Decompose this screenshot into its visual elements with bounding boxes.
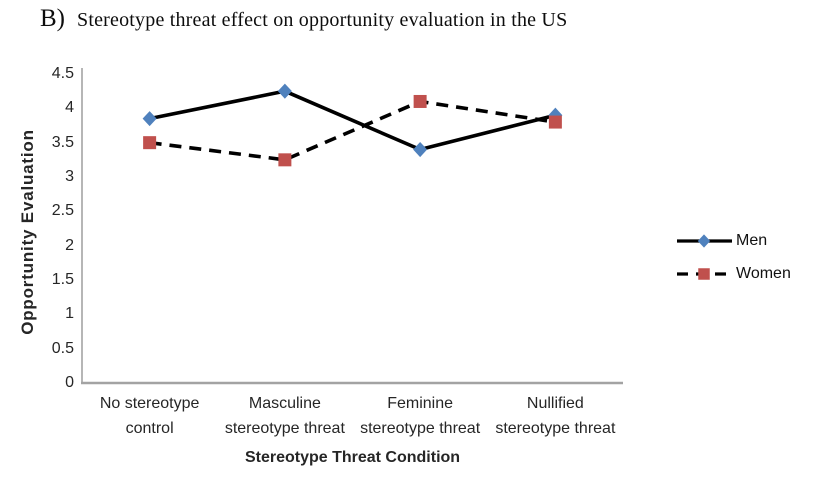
- x-category-label-line: stereotype threat: [360, 420, 481, 437]
- data-marker-women-2: [413, 94, 427, 108]
- data-marker-men-1: [277, 83, 292, 99]
- y-tick-label: 3.5: [51, 133, 74, 151]
- x-category-label-line: control: [125, 420, 174, 437]
- y-tick-label: 2.5: [51, 202, 74, 220]
- legend-item-men: Men: [676, 227, 791, 255]
- data-marker-men-2: [413, 141, 428, 158]
- data-marker-women-0: [143, 136, 157, 150]
- legend-item-women: Women: [676, 260, 791, 288]
- x-category-label-line: stereotype threat: [224, 420, 345, 437]
- x-category-label: Nullified stereotype threat: [482, 391, 629, 441]
- x-category-label: Masculine stereotype threat: [211, 391, 358, 441]
- y-tick-label: 4: [65, 99, 74, 117]
- legend-men-swatch-icon: [677, 234, 732, 248]
- chart-title: B) Stereotype threat effect on opportuni…: [40, 5, 567, 33]
- series-line-men: [149, 89, 556, 152]
- x-category-label: No stereotype control: [76, 391, 223, 441]
- chart-title-prefix: B): [40, 5, 65, 32]
- y-tick-label: 0: [65, 374, 74, 391]
- x-category-label-line: Masculine: [248, 395, 321, 412]
- legend-women-label: Women: [736, 265, 791, 282]
- x-category-label-line: Feminine: [387, 395, 454, 412]
- x-category-label-line: Nullified: [526, 395, 584, 412]
- y-tick-label: 0.5: [51, 339, 74, 357]
- legend-marker-women: [698, 268, 710, 280]
- x-category-label-line: stereotype threat: [495, 420, 616, 437]
- y-tick-label: 4.5: [51, 65, 74, 82]
- data-marker-women-1: [278, 153, 292, 167]
- legend: Men Women: [676, 227, 791, 293]
- legend-men-label: Men: [736, 232, 768, 249]
- chart-title-text: Stereotype threat effect on opportunity …: [77, 9, 568, 31]
- legend-marker-men: [697, 234, 711, 248]
- data-marker-women-3: [548, 115, 562, 129]
- y-tick-label: 1: [65, 305, 74, 323]
- y-tick-label: 3: [65, 168, 74, 185]
- x-category-label-line: No stereotype: [99, 395, 200, 412]
- y-tick-label: 2: [65, 236, 74, 254]
- data-marker-men-0: [142, 111, 157, 127]
- y-axis-title: Opportunity Evaluation: [18, 129, 37, 335]
- data-marker-men-3: [548, 107, 563, 123]
- x-category-label: Feminine stereotype threat: [347, 391, 494, 441]
- legend-women-swatch-icon: [677, 268, 732, 280]
- y-tick-label: 1.5: [51, 271, 74, 288]
- x-axis-title: Stereotype Threat Condition: [244, 449, 461, 466]
- series-line-women: [149, 99, 556, 162]
